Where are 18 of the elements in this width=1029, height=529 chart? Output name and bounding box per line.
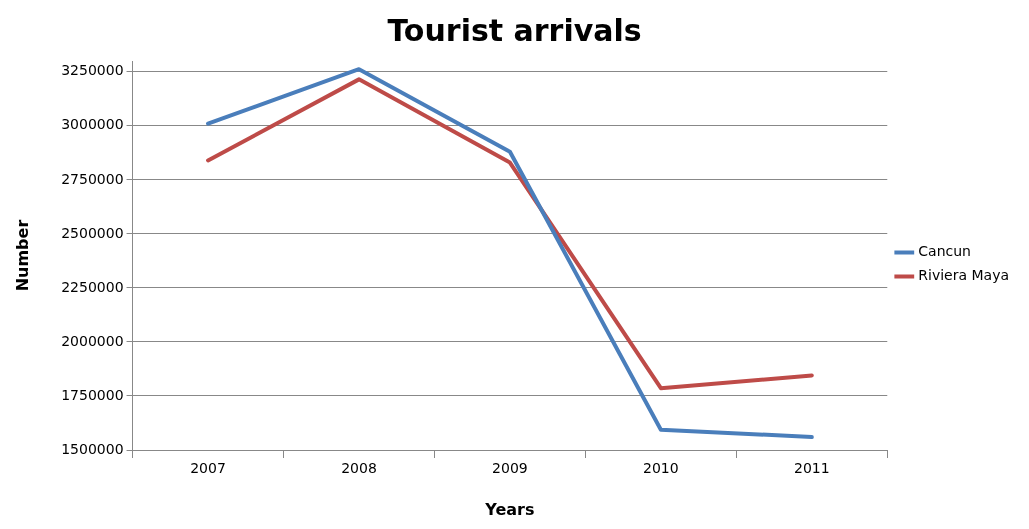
legend-label: Cancun	[918, 243, 971, 260]
y-tick-label: 1500000	[61, 440, 124, 457]
x-tick-label: 2009	[492, 460, 528, 477]
x-tick-label: 2007	[190, 460, 226, 477]
y-tick-label: 3000000	[61, 116, 124, 133]
y-tick-label: 2250000	[61, 278, 124, 295]
y-axis-title: Number	[12, 219, 32, 292]
x-tick-label: 2010	[643, 460, 679, 477]
y-tick-label: 3250000	[61, 62, 124, 79]
chart-title: Tourist arrivals	[387, 12, 642, 48]
x-tick-label: 2011	[793, 460, 830, 477]
x-tick-label: 2008	[341, 460, 377, 477]
y-tick-label: 2000000	[61, 332, 124, 349]
y-tick-label: 2750000	[61, 170, 124, 187]
y-tick-label: 2500000	[61, 224, 124, 241]
y-tick-label: 1750000	[61, 386, 124, 403]
x-axis-title: Years	[484, 499, 535, 519]
legend-label: Riviera Maya	[918, 267, 1010, 284]
